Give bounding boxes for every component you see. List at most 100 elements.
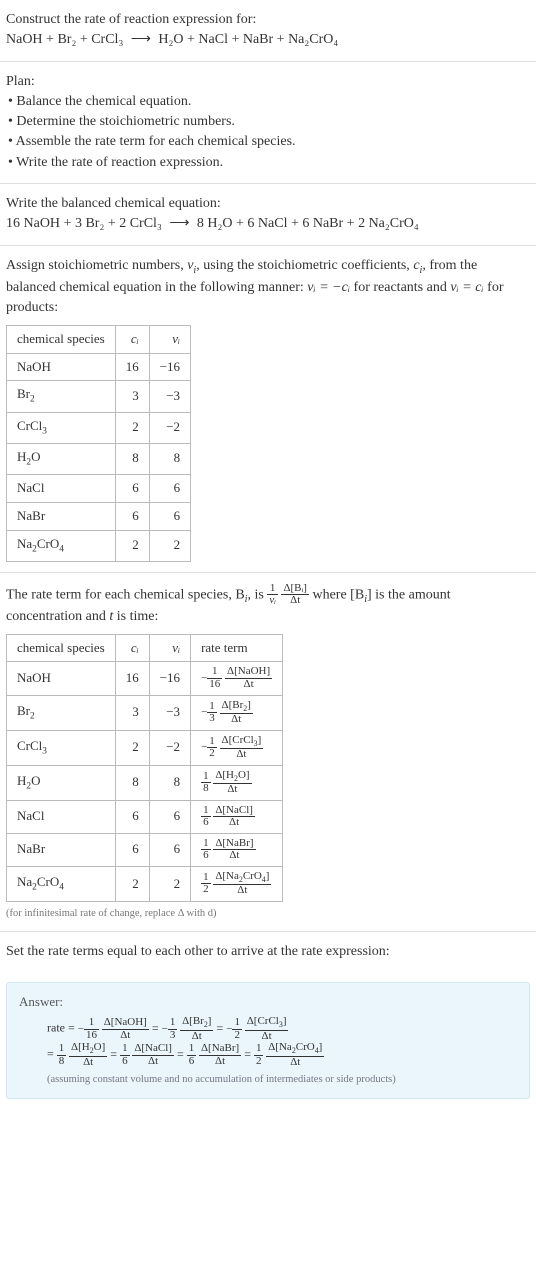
cell-c: 6 — [115, 474, 149, 502]
setequal-text: Set the rate terms equal to each other t… — [6, 942, 530, 962]
col-rate: rate term — [191, 634, 283, 662]
construct-label: Construct the rate of reaction expressio… — [6, 10, 530, 30]
rateterm-intro: The rate term for each chemical species,… — [6, 583, 530, 628]
cell-species: H2O — [7, 443, 116, 474]
answer-label: Answer: — [19, 993, 517, 1012]
col-v: νᵢ — [149, 634, 190, 662]
cell-rate: 16 Δ[NaCl]Δt — [191, 800, 283, 833]
balanced-lhs: 16 NaOH + 3 Br₂ + 2 CrCl₃ — [6, 216, 162, 231]
cell-v: −3 — [149, 381, 190, 412]
answer-box: Answer: rate = −116 Δ[NaOH]Δt = −13 Δ[Br… — [6, 982, 530, 1098]
rt-c: where [B — [312, 587, 364, 602]
balanced-equation: 16 NaOH + 3 Br₂ + 2 CrCl₃ ⟶ 8 H₂O + 6 Na… — [6, 214, 530, 234]
balanced-intro: Write the balanced chemical equation: — [6, 194, 530, 214]
assign-section: Assign stoichiometric numbers, νi, using… — [0, 246, 536, 572]
rate-line-1: rate = −116 Δ[NaOH]Δt = −13 Δ[Br2]Δt = −… — [47, 1016, 517, 1042]
arrow-icon: ⟶ — [165, 216, 193, 231]
cell-v: 2 — [149, 530, 190, 561]
balanced-section: Write the balanced chemical equation: 16… — [0, 184, 536, 245]
table-row: NaBr66 — [7, 502, 191, 530]
col-species: chemical species — [7, 325, 116, 353]
cell-species: H2O — [7, 765, 116, 800]
cell-c: 3 — [115, 381, 149, 412]
table-row: NaCl6616 Δ[NaCl]Δt — [7, 800, 283, 833]
eq-sign: = — [47, 1047, 57, 1061]
table-row: NaOH16−16 — [7, 353, 191, 381]
table-row: CrCl32−2 — [7, 412, 191, 443]
one-over-nu: 1νᵢ — [267, 583, 278, 607]
table-row: NaOH16−16−116 Δ[NaOH]Δt — [7, 662, 283, 695]
c-symbol: ci — [413, 258, 422, 273]
cell-species: CrCl3 — [7, 730, 116, 765]
plan-item: Balance the chemical equation. — [8, 92, 530, 112]
cell-species: Br2 — [7, 381, 116, 412]
cell-species: NaBr — [7, 502, 116, 530]
delta-b-over-t: Δ[Bᵢ]Δt — [281, 583, 309, 607]
cell-c: 3 — [115, 695, 149, 730]
rel1: νᵢ = −cᵢ — [307, 280, 350, 295]
cell-species: NaCl — [7, 474, 116, 502]
assign-text: Assign stoichiometric numbers, νi, using… — [6, 256, 530, 319]
plan-item: Write the rate of reaction expression. — [8, 153, 530, 173]
table-row: NaBr6616 Δ[NaBr]Δt — [7, 833, 283, 866]
cell-v: 6 — [149, 833, 190, 866]
balanced-rhs: 8 H₂O + 6 NaCl + 6 NaBr + 2 Na₂CrO₄ — [197, 216, 419, 231]
cell-species: Na2CrO4 — [7, 866, 116, 901]
plan-title: Plan: — [6, 72, 530, 92]
table-row: H2O88 — [7, 443, 191, 474]
cell-c: 2 — [115, 412, 149, 443]
col-c: cᵢ — [115, 634, 149, 662]
assign-text-d: for reactants and — [350, 280, 450, 295]
arrow-icon: ⟶ — [127, 32, 155, 47]
table-row: Br23−3 — [7, 381, 191, 412]
table-row: CrCl32−2−12 Δ[CrCl3]Δt — [7, 730, 283, 765]
cell-v: 6 — [149, 474, 190, 502]
table-row: NaCl66 — [7, 474, 191, 502]
rate-table: chemical species cᵢ νᵢ rate term NaOH16−… — [6, 634, 283, 902]
cell-species: NaBr — [7, 833, 116, 866]
rateterm-section: The rate term for each chemical species,… — [0, 573, 536, 932]
cell-v: 6 — [149, 502, 190, 530]
table-header-row: chemical species cᵢ νᵢ rate term — [7, 634, 283, 662]
table-header-row: chemical species cᵢ νᵢ — [7, 325, 191, 353]
cell-c: 2 — [115, 866, 149, 901]
rt-b: , is — [247, 587, 267, 602]
rate-line-2: = 18 Δ[H2O]Δt = 16 Δ[NaCl]Δt = 16 Δ[NaBr… — [47, 1042, 517, 1068]
cell-c: 6 — [115, 833, 149, 866]
plan-item: Assemble the rate term for each chemical… — [8, 132, 530, 152]
answer-section: Answer: rate = −116 Δ[NaOH]Δt = −13 Δ[Br… — [0, 972, 536, 1108]
cell-c: 2 — [115, 730, 149, 765]
cell-v: −16 — [149, 662, 190, 695]
col-v: νᵢ — [149, 325, 190, 353]
assumption-note: (assuming constant volume and no accumul… — [47, 1072, 517, 1087]
table-row: H2O8818 Δ[H2O]Δt — [7, 765, 283, 800]
unbalanced-equation: NaOH + Br₂ + CrCl₃ ⟶ H₂O + NaCl + NaBr +… — [6, 30, 530, 50]
cell-c: 2 — [115, 530, 149, 561]
cell-rate: −116 Δ[NaOH]Δt — [191, 662, 283, 695]
plan-list: Balance the chemical equation. Determine… — [6, 92, 530, 173]
eqn-lhs: NaOH + Br₂ + CrCl₃ — [6, 32, 123, 47]
cell-c: 16 — [115, 662, 149, 695]
table-row: Na2CrO42212 Δ[Na2CrO4]Δt — [7, 866, 283, 901]
cell-rate: 16 Δ[NaBr]Δt — [191, 833, 283, 866]
rel2: νᵢ = cᵢ — [450, 280, 483, 295]
cell-v: −2 — [149, 412, 190, 443]
cell-v: 8 — [149, 443, 190, 474]
cell-species: NaCl — [7, 800, 116, 833]
infinitesimal-note: (for infinitesimal rate of change, repla… — [6, 906, 530, 921]
cell-species: NaOH — [7, 662, 116, 695]
cell-v: 6 — [149, 800, 190, 833]
cell-v: −3 — [149, 695, 190, 730]
header-section: Construct the rate of reaction expressio… — [0, 0, 536, 61]
table-row: Br23−3−13 Δ[Br2]Δt — [7, 695, 283, 730]
rt-e: is time: — [113, 609, 158, 624]
assign-text-a: Assign stoichiometric numbers, — [6, 258, 187, 273]
cell-v: 2 — [149, 866, 190, 901]
nu-symbol: νi — [187, 258, 196, 273]
cell-rate: 12 Δ[Na2CrO4]Δt — [191, 866, 283, 901]
cell-species: Br2 — [7, 695, 116, 730]
plan-section: Plan: Balance the chemical equation. Det… — [0, 62, 536, 183]
cell-rate: 18 Δ[H2O]Δt — [191, 765, 283, 800]
setequal-section: Set the rate terms equal to each other t… — [0, 932, 536, 972]
table-row: Na2CrO422 — [7, 530, 191, 561]
